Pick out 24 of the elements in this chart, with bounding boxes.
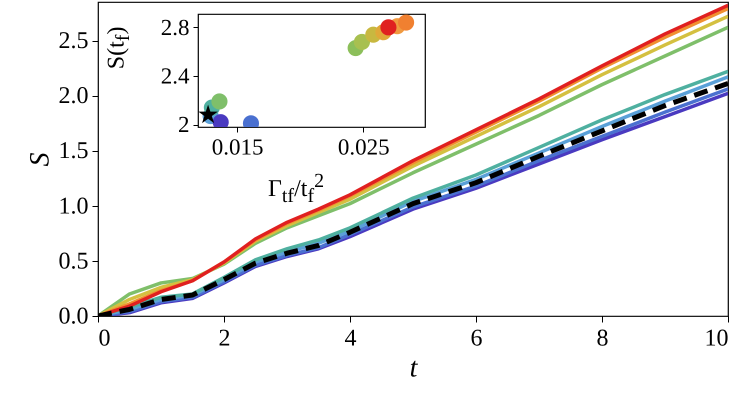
x-tick-label: 4 — [344, 326, 356, 352]
y-tick-label: 1.5 — [58, 138, 88, 164]
x-tick-label: 2 — [218, 326, 230, 352]
y-tick-label: 0.0 — [58, 304, 88, 330]
point — [398, 14, 414, 31]
y-tick-label: 2.8 — [160, 14, 190, 40]
y-tick-label: 2 — [178, 112, 190, 138]
x-tick-label: 6 — [470, 326, 482, 352]
x-axis-title: t — [410, 352, 419, 384]
y-tick-label: 2.4 — [160, 63, 190, 88]
point — [211, 93, 228, 110]
x-tick-label: 8 — [596, 326, 608, 352]
y-tick-label: 0.5 — [58, 248, 88, 274]
x-tick-label: 0.015 — [212, 134, 264, 160]
y-tick-label: 1.0 — [58, 193, 88, 220]
y-tick-label: 2.5 — [58, 28, 88, 54]
point — [354, 34, 370, 50]
point — [380, 19, 396, 36]
y-axis-title: S — [24, 152, 56, 166]
y-tick-label: 2.0 — [58, 83, 88, 110]
x-tick-label: 0.025 — [338, 134, 390, 160]
x-tick-label: 0 — [98, 326, 110, 352]
x-tick-label: 10 — [704, 326, 728, 352]
point — [198, 104, 218, 124]
